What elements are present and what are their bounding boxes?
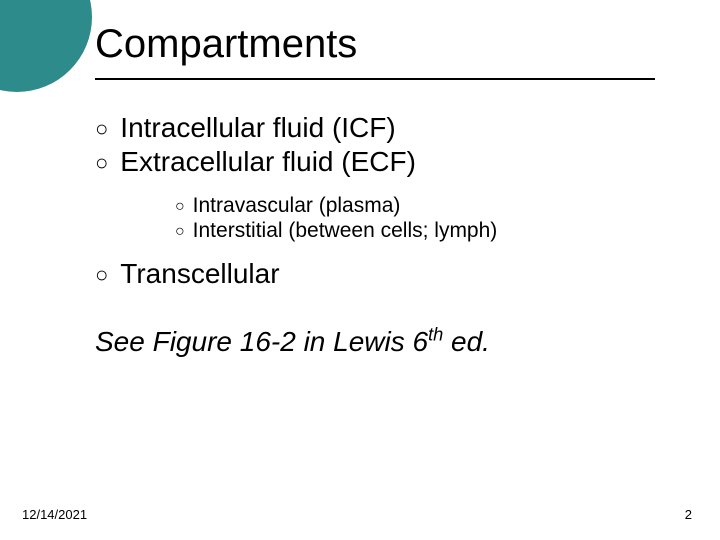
bullet-marker-icon: ○: [95, 264, 108, 286]
bullet-ecf: ○ Extracellular fluid (ECF): [95, 146, 675, 178]
bullet-interstitial: ○ Interstitial (between cells; lymph): [175, 219, 675, 243]
title-underline: [95, 78, 655, 80]
bullet-icf: ○ Intracellular fluid (ICF): [95, 112, 675, 144]
bullet-transcellular: ○ Transcellular: [95, 258, 675, 290]
slide-title: Compartments: [95, 22, 357, 67]
see-figure-note: See Figure 16-2 in Lewis 6th ed.: [95, 326, 675, 358]
footer-page-number: 2: [685, 507, 692, 522]
footer-date: 12/14/2021: [22, 507, 87, 522]
bullet-text: Interstitial (between cells; lymph): [193, 219, 498, 243]
bullet-marker-icon: ○: [95, 152, 108, 174]
see-figure-suffix: ed.: [443, 326, 490, 357]
bullet-text: Extracellular fluid (ECF): [120, 146, 416, 178]
bullet-marker-icon: ○: [95, 118, 108, 140]
bullet-marker-icon: ○: [175, 198, 185, 216]
see-figure-prefix: See Figure 16-2 in Lewis 6: [95, 326, 428, 357]
bullet-text: Intravascular (plasma): [193, 194, 401, 218]
accent-circle: [0, 0, 92, 92]
slide-body: ○ Intracellular fluid (ICF) ○ Extracellu…: [95, 112, 675, 358]
bullet-text: Intracellular fluid (ICF): [120, 112, 395, 144]
see-figure-sup: th: [428, 325, 443, 345]
bullet-text: Transcellular: [120, 258, 279, 290]
bullet-intravascular: ○ Intravascular (plasma): [175, 194, 675, 218]
bullet-marker-icon: ○: [175, 223, 185, 241]
